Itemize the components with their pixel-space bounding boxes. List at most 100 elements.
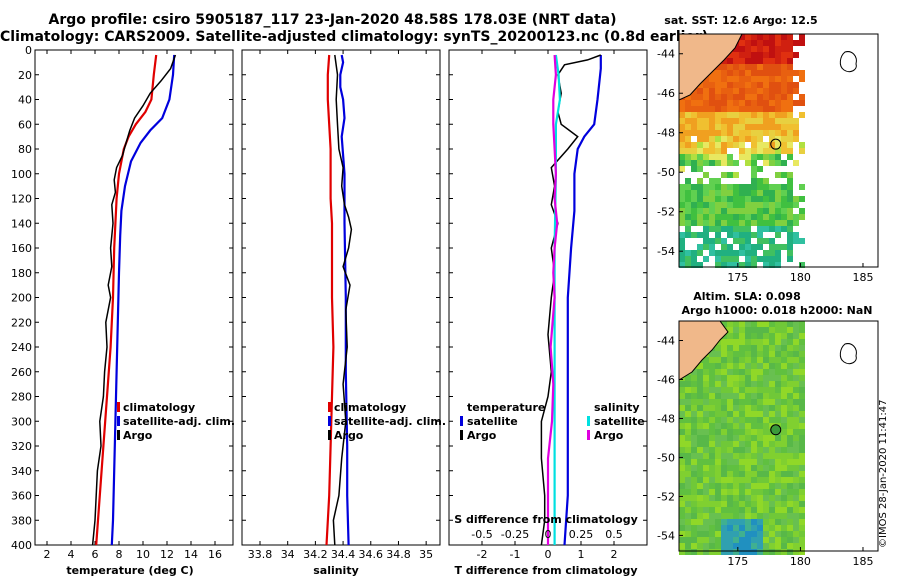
map-cell — [721, 453, 727, 459]
y-tick-label: 160 — [11, 242, 32, 255]
map-cell — [793, 351, 799, 357]
map-cell — [727, 381, 733, 387]
map-cell — [757, 148, 763, 154]
map-cell — [799, 262, 805, 268]
map-cell — [739, 106, 745, 112]
map-cell — [757, 417, 763, 423]
map-cell — [715, 190, 721, 196]
map-cell — [739, 226, 745, 232]
map-cell — [781, 435, 787, 441]
map-cell — [685, 405, 691, 411]
map-cell — [763, 250, 769, 256]
map-cell — [793, 417, 799, 423]
map-cell — [799, 244, 805, 250]
map-cell — [781, 202, 787, 208]
map-cell — [709, 531, 715, 537]
map-cell — [751, 172, 757, 178]
map-cell — [691, 411, 697, 417]
map-cell — [799, 381, 805, 387]
map-cell — [757, 531, 763, 537]
map-cell — [733, 88, 739, 94]
map-cell — [727, 190, 733, 196]
map-cell — [745, 423, 751, 429]
map-cell — [757, 202, 763, 208]
map-cell — [697, 166, 703, 172]
map-cell — [721, 429, 727, 435]
map-cell — [715, 417, 721, 423]
map-cell — [769, 417, 775, 423]
map-cell — [781, 88, 787, 94]
map-cell — [799, 160, 805, 166]
map-cell — [709, 507, 715, 513]
map-cell — [721, 495, 727, 501]
map-cell — [745, 525, 751, 531]
map-cell — [679, 429, 685, 435]
map-cell — [739, 94, 745, 100]
map-cell — [685, 106, 691, 112]
map-cell — [721, 465, 727, 471]
map-y-tick-label: -46 — [657, 87, 675, 100]
map-cell — [721, 88, 727, 94]
map-cell — [697, 82, 703, 88]
map-cell — [709, 166, 715, 172]
temperature-panel: 0204060801001201401601802002202402602803… — [11, 44, 235, 577]
map-cell — [739, 525, 745, 531]
map-cell — [787, 202, 793, 208]
map-cell — [727, 369, 733, 375]
map-cell — [763, 220, 769, 226]
map-cell — [793, 477, 799, 483]
legend-label-argo: Argo — [334, 429, 364, 442]
map-cell — [745, 46, 751, 52]
map-cell — [799, 501, 805, 507]
map-cell — [679, 423, 685, 429]
map-cell — [775, 70, 781, 76]
legend-label-s-argo: Argo — [594, 429, 624, 442]
map-cell — [793, 238, 799, 244]
legend-swatch-climatology — [328, 402, 331, 412]
map-cell — [697, 519, 703, 525]
map-cell — [691, 435, 697, 441]
map-cell — [751, 46, 757, 52]
map-cell — [781, 507, 787, 513]
map-cell — [787, 130, 793, 136]
map-cell — [697, 399, 703, 405]
map-cell — [727, 208, 733, 214]
map-cell — [799, 525, 805, 531]
map-cell — [691, 513, 697, 519]
map-cell — [691, 154, 697, 160]
y-tick-label: 40 — [18, 94, 32, 107]
map-cell — [799, 543, 805, 549]
map-cell — [781, 106, 787, 112]
map-cell — [703, 184, 709, 190]
map-y-tick-label: -44 — [657, 334, 675, 347]
map-cell — [799, 142, 805, 148]
map-cell — [691, 106, 697, 112]
map-cell — [709, 525, 715, 531]
map-cell — [739, 130, 745, 136]
map-cell — [679, 543, 685, 549]
map-cell — [697, 435, 703, 441]
map-cell — [787, 459, 793, 465]
map-cell — [745, 351, 751, 357]
map-cell — [781, 250, 787, 256]
map-cell — [763, 202, 769, 208]
map-cell — [715, 345, 721, 351]
map-cell — [703, 136, 709, 142]
map-cell — [781, 375, 787, 381]
map-cell — [799, 46, 805, 52]
map-cell — [733, 172, 739, 178]
map-cell — [685, 190, 691, 196]
map-cell — [763, 495, 769, 501]
map-cell — [733, 429, 739, 435]
map-cell — [763, 369, 769, 375]
map-cell — [787, 106, 793, 112]
map-cell — [721, 142, 727, 148]
map-x-tick-label: 185 — [852, 555, 873, 568]
map-cell — [685, 142, 691, 148]
map-cell — [709, 244, 715, 250]
map-cell — [757, 399, 763, 405]
map-cell — [799, 345, 805, 351]
sst-argo-location-marker — [770, 138, 782, 150]
x-tick-label: 4 — [68, 548, 75, 561]
map-cell — [715, 232, 721, 238]
